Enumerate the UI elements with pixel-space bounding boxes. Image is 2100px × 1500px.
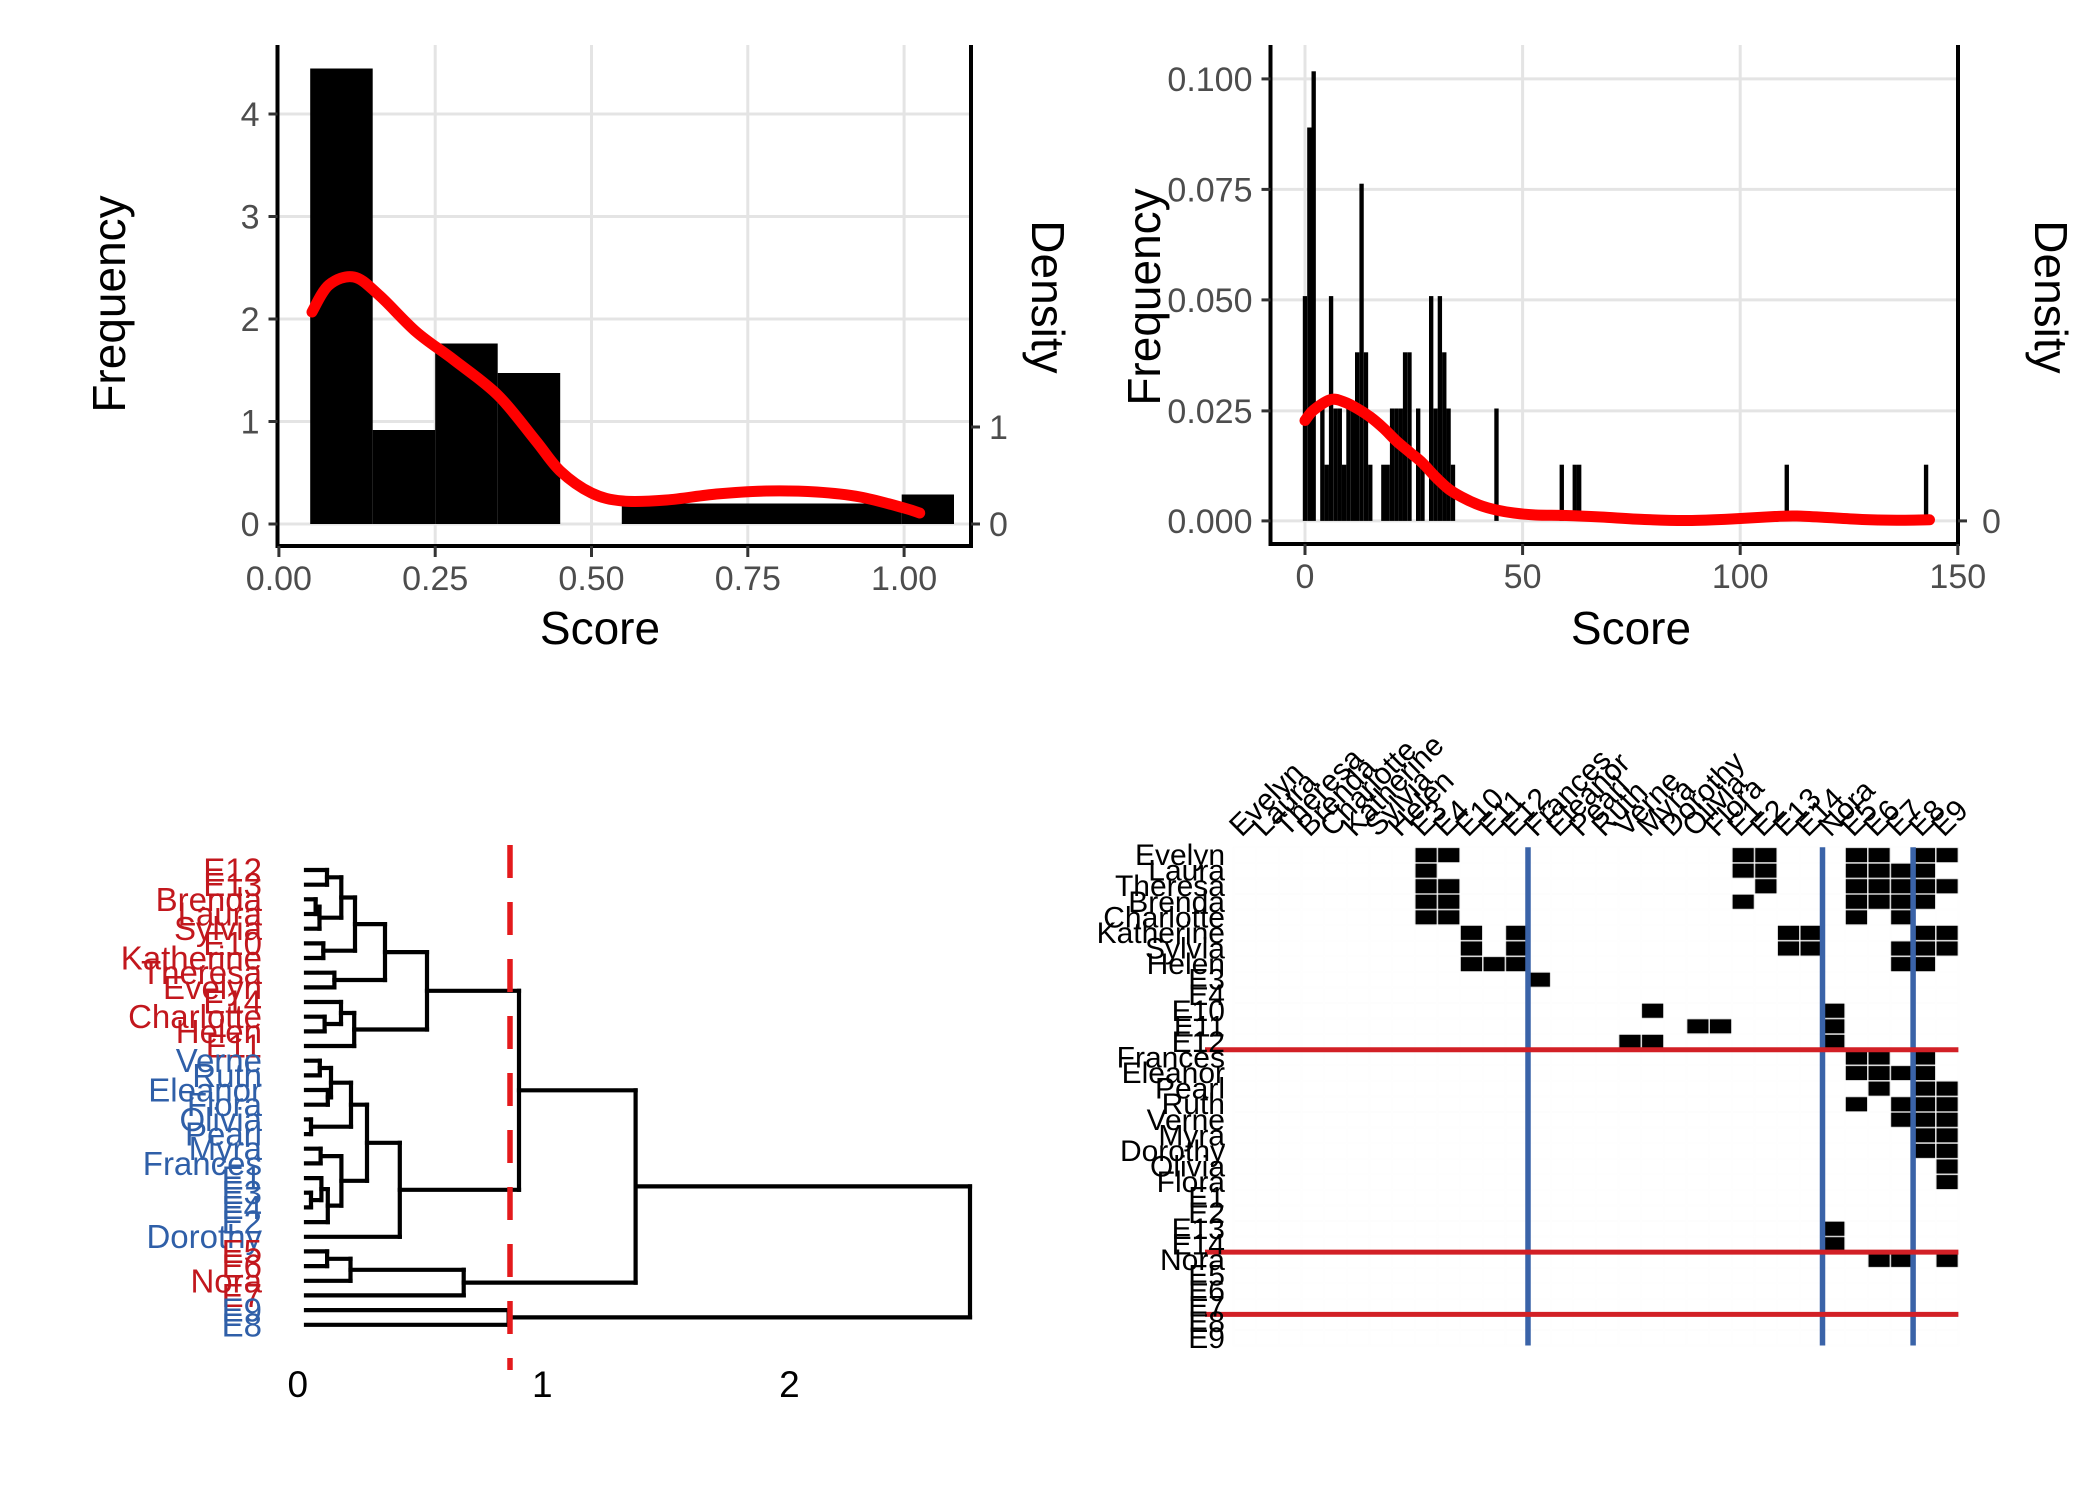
svg-text:E9: E9 (222, 1292, 262, 1329)
svg-text:Sylvia: Sylvia (1145, 933, 1225, 966)
svg-text:Charlotte: Charlotte (128, 998, 262, 1035)
svg-text:E5: E5 (1188, 1260, 1225, 1293)
svg-text:0.025: 0.025 (1167, 393, 1252, 431)
svg-text:0.000: 0.000 (1167, 503, 1252, 541)
svg-text:Theresa: Theresa (1115, 870, 1225, 903)
svg-text:Frances: Frances (1117, 1042, 1225, 1075)
svg-text:E12: E12 (203, 852, 262, 889)
svg-text:3: 3 (241, 199, 260, 237)
svg-text:Score: Score (540, 602, 660, 654)
svg-text:0: 0 (989, 506, 1008, 544)
svg-text:Eleanor: Eleanor (1122, 1057, 1225, 1090)
svg-text:E7: E7 (1188, 1291, 1225, 1324)
svg-text:E4: E4 (222, 1189, 262, 1226)
svg-text:Laura: Laura (178, 896, 263, 933)
svg-text:E6: E6 (222, 1248, 262, 1285)
svg-text:Sylvia: Sylvia (174, 910, 263, 947)
svg-text:E11: E11 (206, 1028, 262, 1065)
svg-text:1: 1 (532, 1364, 553, 1405)
svg-text:E1: E1 (1188, 1182, 1225, 1215)
svg-text:0.50: 0.50 (558, 560, 624, 598)
svg-text:Frances: Frances (143, 1145, 262, 1182)
svg-text:Nora: Nora (190, 1262, 262, 1299)
svg-text:0: 0 (241, 506, 260, 544)
svg-text:Pearl: Pearl (185, 1116, 262, 1153)
svg-text:0.075: 0.075 (1167, 171, 1252, 209)
svg-text:0.050: 0.050 (1167, 282, 1252, 320)
svg-text:Score: Score (1571, 602, 1691, 654)
svg-text:Brenda: Brenda (156, 881, 263, 918)
svg-text:0.00: 0.00 (246, 560, 312, 598)
svg-text:E10: E10 (203, 925, 262, 962)
svg-text:0.100: 0.100 (1167, 61, 1252, 99)
svg-text:E10: E10 (1172, 995, 1225, 1028)
svg-text:Katherine: Katherine (1097, 917, 1225, 950)
svg-text:0: 0 (1296, 558, 1315, 596)
svg-text:E8: E8 (1188, 1306, 1225, 1339)
svg-text:Helen: Helen (176, 1013, 262, 1050)
svg-text:Eleanor: Eleanor (148, 1072, 262, 1109)
svg-text:E6: E6 (1188, 1275, 1225, 1308)
svg-text:100: 100 (1712, 558, 1769, 596)
svg-text:Olivia: Olivia (1150, 1151, 1225, 1184)
svg-text:Frequency: Frequency (83, 195, 135, 412)
svg-text:Brenda: Brenda (1128, 886, 1225, 919)
svg-text:Nora: Nora (1160, 1244, 1225, 1277)
svg-text:Flora: Flora (1157, 1166, 1226, 1199)
svg-text:1.00: 1.00 (871, 560, 937, 598)
svg-text:Dorothy: Dorothy (1120, 1135, 1225, 1168)
svg-text:E3: E3 (1188, 964, 1225, 997)
svg-text:Verne: Verne (176, 1042, 262, 1079)
svg-text:Theresa: Theresa (141, 954, 263, 991)
svg-text:Verne: Verne (1147, 1104, 1225, 1137)
svg-text:Charlotte: Charlotte (1103, 901, 1225, 934)
svg-text:E4: E4 (1188, 979, 1225, 1012)
svg-text:Helen: Helen (1147, 948, 1225, 981)
svg-text:E8: E8 (222, 1306, 262, 1343)
svg-text:4: 4 (241, 96, 260, 134)
svg-text:Katherine: Katherine (121, 940, 262, 977)
svg-text:1: 1 (989, 409, 1008, 447)
svg-text:Myra: Myra (189, 1130, 263, 1167)
svg-text:E13: E13 (203, 866, 262, 903)
svg-text:Evelyn: Evelyn (163, 969, 262, 1006)
svg-text:E5: E5 (222, 1233, 262, 1270)
svg-text:E14: E14 (1172, 1228, 1225, 1261)
svg-text:Density: Density (1022, 220, 1074, 373)
svg-text:Frequency: Frequency (1118, 188, 1170, 405)
svg-text:Pearl: Pearl (1155, 1073, 1225, 1106)
svg-text:Dorothy: Dorothy (146, 1218, 262, 1255)
svg-text:0.25: 0.25 (402, 560, 468, 598)
svg-text:Ruth: Ruth (192, 1057, 262, 1094)
svg-text:Density: Density (2025, 220, 2077, 373)
svg-text:E13: E13 (1172, 1213, 1225, 1246)
svg-text:2: 2 (779, 1364, 800, 1405)
svg-text:E3: E3 (222, 1174, 262, 1211)
svg-text:E9: E9 (1188, 1322, 1225, 1355)
svg-text:1: 1 (241, 404, 260, 442)
svg-text:0.75: 0.75 (715, 560, 781, 598)
svg-text:50: 50 (1504, 558, 1542, 596)
svg-text:E11: E11 (1174, 1010, 1225, 1043)
svg-text:0: 0 (1982, 503, 2001, 541)
svg-text:2: 2 (241, 301, 260, 339)
svg-text:E2: E2 (1188, 1197, 1225, 1230)
svg-text:0: 0 (288, 1364, 309, 1405)
svg-text:Laura: Laura (1148, 855, 1225, 888)
svg-text:E7: E7 (222, 1277, 262, 1314)
svg-text:E2: E2 (222, 1204, 262, 1241)
svg-text:Flora: Flora (187, 1086, 263, 1123)
svg-text:150: 150 (1929, 558, 1986, 596)
svg-text:Myra: Myra (1158, 1119, 1225, 1152)
svg-text:Evelyn: Evelyn (1135, 839, 1225, 872)
svg-text:E1: E1 (222, 1160, 262, 1197)
svg-text:Ruth: Ruth (1162, 1088, 1225, 1121)
svg-text:E12: E12 (1172, 1026, 1225, 1059)
svg-text:Olivia: Olivia (179, 1101, 262, 1138)
svg-text:E14: E14 (203, 984, 262, 1021)
